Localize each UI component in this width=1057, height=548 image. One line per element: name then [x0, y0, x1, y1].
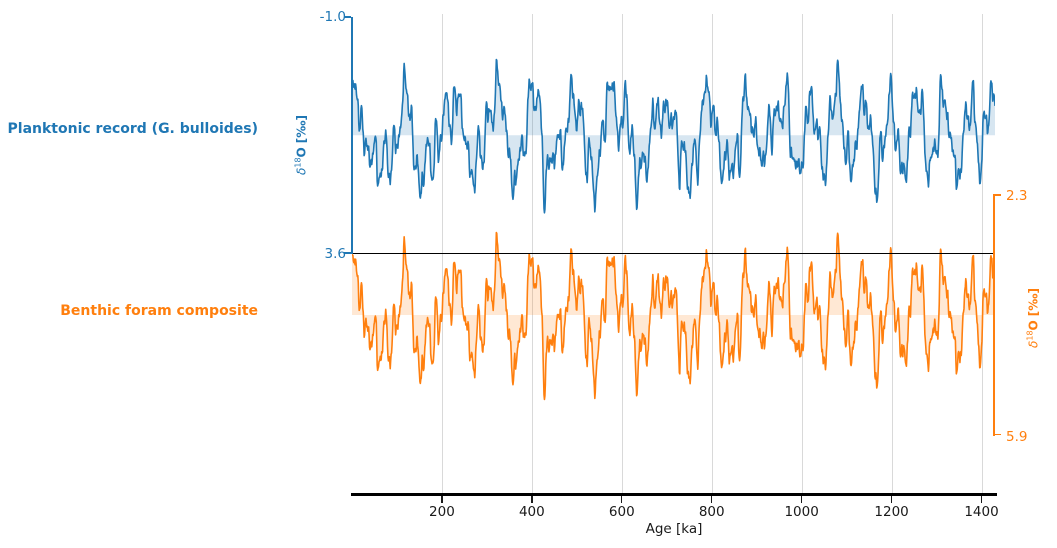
benthic-series-label: Benthic foram composite: [60, 303, 258, 319]
left-axis-tick-label-top: -1.0: [319, 9, 346, 25]
right-axis-bottom-tick: [994, 433, 1001, 436]
left-y-axis-label: δ18O [‰]: [294, 115, 309, 175]
right-axis-tick-label-bottom: 5.9: [1006, 429, 1028, 445]
isotope-superscript: 18: [1025, 330, 1035, 341]
x-tick-mark-1000: [801, 496, 803, 503]
x-tick-label-600: 600: [608, 504, 635, 520]
x-tick-mark-1400: [980, 496, 983, 503]
left-axis-bottom-tick: [344, 252, 351, 255]
delta-symbol: δ: [294, 167, 309, 175]
reference-line: [352, 252, 995, 255]
x-tick-mark-600: [621, 496, 623, 503]
right-y-axis-label: δ18O [‰]: [1026, 288, 1041, 348]
x-tick-label-400: 400: [518, 504, 545, 520]
x-tick-label-800: 800: [698, 504, 725, 520]
x-axis-line: [351, 493, 997, 497]
permil-unit: [‰]: [1026, 288, 1041, 317]
x-tick-label-1200: 1200: [874, 504, 909, 520]
x-tick-mark-1200: [890, 496, 893, 503]
planktonic-series-label: Planktonic record (G. bulloides): [7, 121, 258, 137]
x-axis-label: Age [ka]: [645, 521, 703, 537]
x-tick-mark-800: [711, 496, 713, 503]
right-axis-tick-label-top: 2.3: [1006, 188, 1028, 204]
x-tick-mark-200: [441, 496, 443, 503]
left-axis-top-tick: [344, 16, 351, 18]
right-y-axis-spine: [992, 194, 995, 436]
left-axis-tick-label-bottom: 3.6: [324, 245, 346, 262]
x-tick-label-200: 200: [429, 504, 455, 520]
permil-unit: [‰]: [294, 115, 309, 144]
right-axis-top-tick: [994, 194, 1001, 196]
delta-symbol: δ: [1026, 340, 1041, 348]
element-symbol: O: [294, 147, 309, 158]
x-tick-label-1000: 1000: [784, 504, 819, 520]
element-symbol: O: [1026, 320, 1041, 331]
isotope-superscript: 18: [293, 157, 303, 168]
x-tick-label-1400: 1400: [964, 504, 999, 520]
left-y-axis-spine: [350, 16, 353, 254]
x-tick-mark-400: [531, 496, 533, 503]
